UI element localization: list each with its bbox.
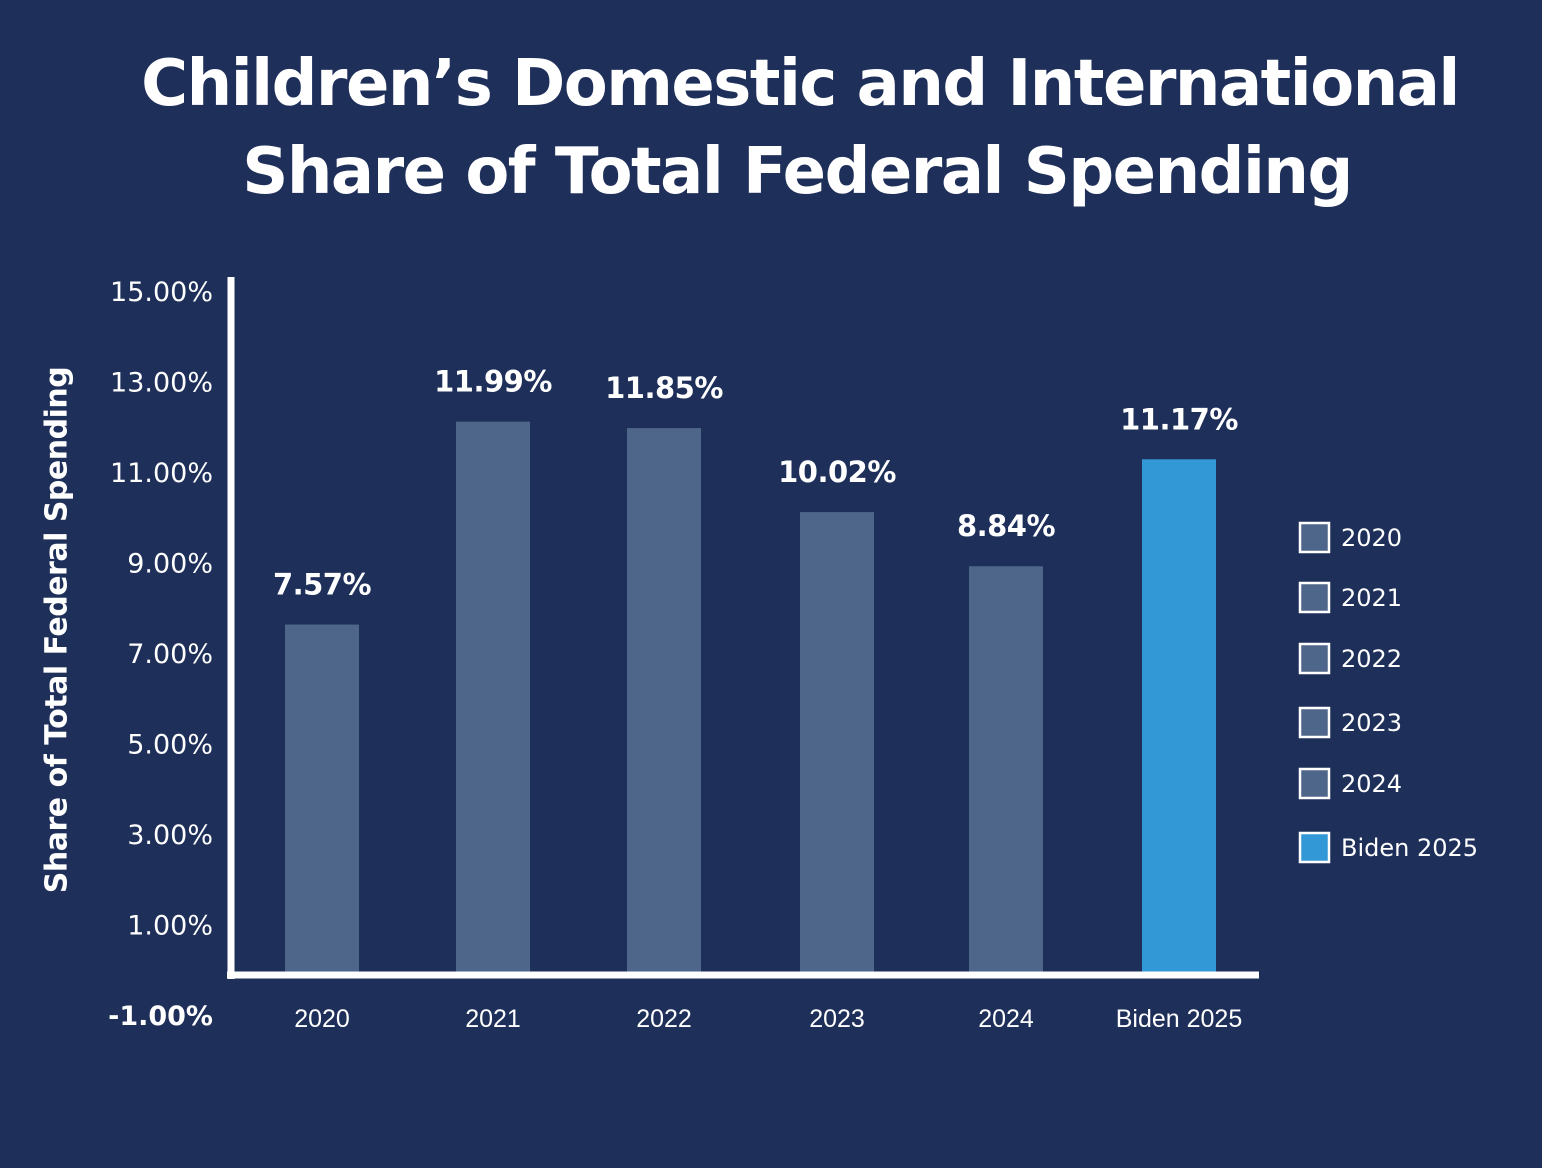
x-tick-label: 2022	[636, 1005, 692, 1033]
x-tick-label: 2021	[465, 1005, 521, 1033]
data-label: 11.85%	[605, 371, 723, 405]
bar-2021	[456, 421, 530, 972]
data-label: 11.99%	[434, 365, 552, 399]
x-axis-labels: 2020 2021 2022 2023 2024 Biden 2025	[294, 1005, 1242, 1033]
legend-label: 2022	[1341, 645, 1402, 673]
data-label: 11.17%	[1120, 402, 1238, 436]
x-tick-label: 2023	[809, 1005, 865, 1033]
legend-label: 2023	[1341, 709, 1402, 737]
bars	[285, 421, 1216, 973]
bar-2023	[800, 512, 874, 972]
x-tick-label: 2024	[978, 1005, 1034, 1033]
legend-label: 2021	[1341, 584, 1402, 612]
legend-swatch	[1298, 831, 1331, 864]
legend-swatch	[1298, 767, 1331, 800]
bar-2020	[285, 624, 359, 972]
x-tick-label: Biden 2025	[1116, 1005, 1243, 1033]
data-label: 7.57%	[273, 568, 372, 602]
data-label: 8.84%	[957, 509, 1056, 543]
y-tick-label: 3.00%	[127, 820, 213, 851]
legend-swatch	[1298, 642, 1331, 675]
legend-swatch	[1298, 521, 1331, 554]
y-tick-label: 1.00%	[127, 911, 213, 942]
legend-item: 2023	[1298, 706, 1402, 739]
y-tick-label: 9.00%	[127, 549, 213, 580]
y-tick-label: 15.00%	[110, 277, 213, 308]
y-tick-label: 5.00%	[127, 730, 213, 761]
chart-title-line-1: Children’s Domestic and International	[141, 47, 1460, 121]
data-labels: 7.57% 11.99% 11.85% 10.02% 8.84% 11.17%	[273, 365, 1239, 602]
bar-biden-2025	[1142, 459, 1216, 972]
bar-2024	[969, 566, 1043, 972]
data-label: 10.02%	[778, 455, 896, 489]
y-tick-label: 11.00%	[110, 458, 213, 489]
y-tick-label: 13.00%	[110, 368, 213, 399]
legend-swatch	[1298, 581, 1331, 614]
legend-item: 2021	[1298, 581, 1402, 614]
legend-item: 2024	[1298, 767, 1402, 800]
legend-item: 2020	[1298, 521, 1402, 554]
legend-swatch	[1298, 706, 1331, 739]
y-tick-label: -1.00%	[108, 1001, 213, 1032]
legend-label: 2024	[1341, 770, 1402, 798]
legend: 2020 2021 2022 2023 2024 Biden 2025	[1298, 521, 1478, 864]
chart-title-line-2: Share of Total Federal Spending	[242, 135, 1353, 209]
y-axis-ticks: 15.00% 13.00% 11.00% 9.00% 7.00% 5.00% 3.00% 1.…	[108, 277, 213, 1032]
bar-2022	[627, 428, 701, 973]
y-tick-label: 7.00%	[127, 639, 213, 670]
legend-label: Biden 2025	[1341, 834, 1478, 862]
legend-item: Biden 2025	[1298, 831, 1478, 864]
legend-item: 2022	[1298, 642, 1402, 675]
x-tick-label: 2020	[294, 1005, 350, 1033]
legend-label: 2020	[1341, 524, 1402, 552]
